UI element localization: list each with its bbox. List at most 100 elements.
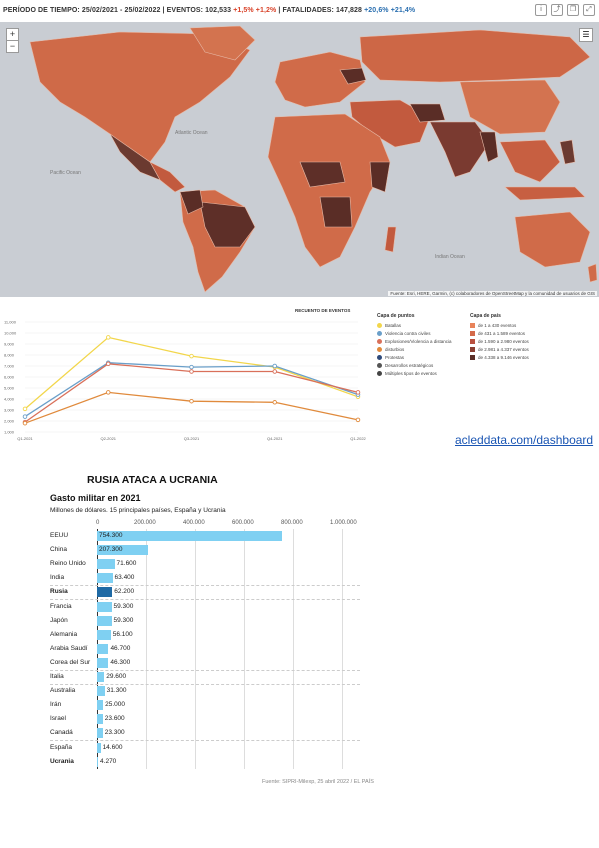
legend-country-item[interactable]: de 1.590 a 2.980 eventos — [470, 339, 529, 344]
legend-swatch-icon — [470, 355, 475, 360]
legend-country-title: Capa de país — [470, 313, 501, 319]
bar-row: Italia 29.600 — [50, 670, 360, 685]
events-change-2: +1,2% — [255, 7, 277, 14]
fatalities-change-2: +21,4% — [390, 7, 416, 14]
data-point[interactable] — [22, 420, 28, 426]
data-point[interactable] — [355, 390, 361, 395]
data-point[interactable] — [189, 353, 194, 359]
ocean-label-pacific: Pacific Ocean — [50, 170, 81, 176]
data-point[interactable] — [105, 390, 111, 395]
y-tick-label: 3,000 — [4, 408, 15, 413]
value-label: 63.400 — [114, 574, 135, 582]
share-icon[interactable]: ⤴ — [551, 4, 563, 16]
bar — [97, 742, 101, 753]
data-point[interactable] — [22, 406, 28, 412]
events-label: | EVENTOS: 102,533 — [162, 7, 232, 14]
legend-dot-icon — [377, 339, 382, 344]
row-separator — [50, 599, 360, 601]
myanmar-shape — [479, 131, 499, 163]
category-label: Arabia Saudí — [50, 644, 88, 652]
legend-swatch-icon — [470, 323, 475, 328]
bar-row: India 63.400 — [50, 571, 360, 587]
data-point[interactable] — [272, 400, 278, 405]
bar-row: Ucrania 4.270 — [50, 755, 360, 769]
legend-country-item[interactable]: de 431 a 1.589 eventos — [470, 331, 525, 336]
legend-point-item[interactable]: Explosiones/Violencia a distancia — [377, 339, 451, 344]
zoom-out-button[interactable]: − — [6, 40, 19, 53]
infographic-source: Fuente: SIPRI-Milexp, 25 abril 2022 / EL… — [262, 779, 374, 785]
legend-point-item[interactable]: disturbios — [377, 347, 404, 352]
category-label: India — [50, 574, 65, 582]
bar — [97, 657, 109, 668]
legend-dot-icon — [377, 323, 382, 328]
row-separator — [50, 740, 360, 742]
bar — [97, 573, 113, 584]
events-line-chart: RECUENTO DE EVENTOS 1,000 2,000 3,000 4,000… — [4, 308, 367, 441]
y-tick-label: 5,000 — [4, 386, 15, 391]
info-icon[interactable]: i — [535, 4, 547, 16]
legend-country-item[interactable]: de 2.981 a 4.337 eventos — [470, 347, 529, 352]
data-point[interactable] — [355, 417, 361, 423]
category-label: Canadá — [50, 729, 73, 737]
data-point[interactable] — [22, 414, 28, 419]
copy-icon[interactable]: ❐ — [567, 4, 579, 16]
category-label: Australia — [50, 687, 76, 695]
legend-point-item[interactable]: Desarrollos estratégicos — [377, 363, 433, 368]
legend-country-item[interactable]: de 1 a 430 eventos — [470, 323, 516, 328]
data-point[interactable] — [272, 363, 278, 369]
gridline — [244, 529, 245, 769]
legend-point-item[interactable]: Violencia contra civiles — [377, 331, 430, 336]
stats-bar: PERÍODO DE TIEMPO: 25/02/2021 - 25/02/20… — [0, 0, 599, 22]
layers-icon[interactable]: ☰ — [579, 28, 593, 42]
expand-icon[interactable]: ⤢ — [583, 4, 595, 16]
value-label: 29.600 — [106, 673, 127, 680]
bar — [97, 756, 99, 767]
bar-row: Japón 59.300 — [50, 614, 360, 628]
world-map[interactable]: + − ☰ Atlantic Ocean Indian Ocean Pacifi… — [0, 22, 599, 297]
ocean-label-atlantic: Atlantic Ocean — [175, 130, 208, 136]
data-point[interactable] — [105, 335, 111, 340]
legend-label: de 431 a 1.589 eventos — [478, 331, 526, 336]
category-label: Italia — [50, 673, 64, 680]
y-tick-label: 4,000 — [4, 397, 15, 402]
legend-country-item[interactable]: de 4.338 a 9.146 eventos — [470, 355, 529, 360]
data-point[interactable] — [272, 369, 278, 374]
bar-row: Israel 23.600 — [50, 712, 360, 726]
legend-point-item[interactable]: Batallas — [377, 323, 401, 328]
x-tick-label: 0 — [96, 520, 100, 526]
legend-dot-icon — [377, 363, 382, 368]
bar-row: Arabia Saudí 46.700 — [50, 642, 360, 656]
bar-row: China 207.300 — [50, 543, 360, 557]
series-line — [24, 391, 359, 424]
y-tick-label: 8,000 — [4, 353, 15, 358]
value-label: 25.000 — [105, 701, 126, 709]
map-attribution: Fuente: Esri, HERE, Garmin, (c) colabora… — [388, 291, 597, 296]
legend-point-item[interactable]: Múltiples tipos de eventos — [377, 371, 437, 376]
legend-label: disturbios — [385, 347, 405, 352]
data-point[interactable] — [189, 398, 194, 404]
x-tick-label: 200.000 — [134, 520, 156, 526]
brazil-shape — [199, 201, 256, 248]
southeast-asia-shape — [499, 139, 561, 183]
ukraine-shape — [339, 67, 367, 85]
madagascar-shape — [384, 226, 397, 253]
legend-label: Batallas — [385, 323, 402, 328]
bar-row: Rusia 62.200 — [50, 585, 360, 601]
data-point[interactable] — [189, 364, 194, 370]
sahel-shape — [299, 161, 346, 188]
category-label: Irán — [50, 701, 62, 709]
acled-dashboard-link[interactable]: acleddata.com/dashboard — [455, 433, 594, 447]
data-point[interactable] — [189, 369, 194, 374]
bar — [97, 601, 112, 612]
colombia-shape — [179, 189, 204, 215]
value-label: 46.700 — [110, 644, 131, 652]
legend-label: de 1 a 430 eventos — [478, 323, 517, 328]
value-label: 207.300 — [99, 546, 123, 554]
y-tick-label: 1,000 — [4, 430, 15, 435]
legend-point-item[interactable]: Protestas — [377, 355, 404, 360]
data-point[interactable] — [105, 361, 111, 367]
bar — [97, 629, 111, 640]
legend-dot-icon — [377, 331, 382, 336]
x-tick-label: 800.000 — [281, 520, 303, 526]
x-tick-label: 1.000.000 — [330, 520, 357, 526]
